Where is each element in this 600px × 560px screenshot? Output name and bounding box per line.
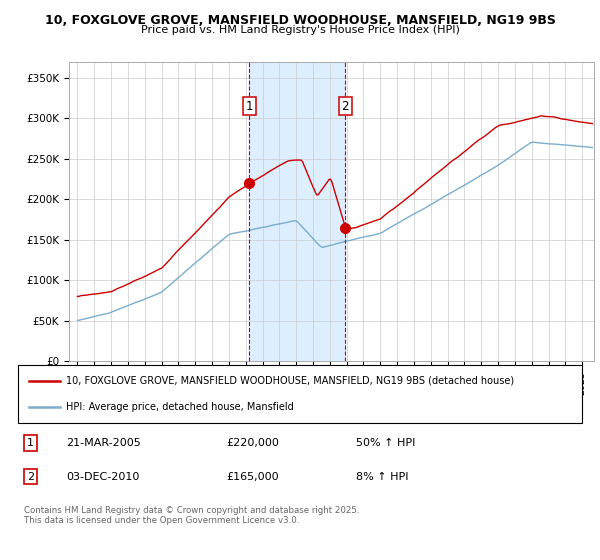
Text: Contains HM Land Registry data © Crown copyright and database right 2025.
This d: Contains HM Land Registry data © Crown c… xyxy=(23,506,359,525)
Text: Price paid vs. HM Land Registry's House Price Index (HPI): Price paid vs. HM Land Registry's House … xyxy=(140,25,460,35)
Text: 2: 2 xyxy=(341,100,349,113)
Text: 1: 1 xyxy=(245,100,253,113)
Text: £165,000: £165,000 xyxy=(227,472,280,482)
Text: HPI: Average price, detached house, Mansfield: HPI: Average price, detached house, Mans… xyxy=(66,402,293,412)
Bar xyxy=(250,62,345,361)
Text: 8% ↑ HPI: 8% ↑ HPI xyxy=(356,472,409,482)
Text: 03-DEC-2010: 03-DEC-2010 xyxy=(66,472,139,482)
Text: 21-MAR-2005: 21-MAR-2005 xyxy=(66,438,140,448)
Text: 10, FOXGLOVE GROVE, MANSFIELD WOODHOUSE, MANSFIELD, NG19 9BS (detached house): 10, FOXGLOVE GROVE, MANSFIELD WOODHOUSE,… xyxy=(66,376,514,386)
Text: £220,000: £220,000 xyxy=(227,438,280,448)
Text: 10, FOXGLOVE GROVE, MANSFIELD WOODHOUSE, MANSFIELD, NG19 9BS: 10, FOXGLOVE GROVE, MANSFIELD WOODHOUSE,… xyxy=(44,14,556,27)
Text: 50% ↑ HPI: 50% ↑ HPI xyxy=(356,438,416,448)
Text: 2: 2 xyxy=(27,472,34,482)
Text: 1: 1 xyxy=(27,438,34,448)
